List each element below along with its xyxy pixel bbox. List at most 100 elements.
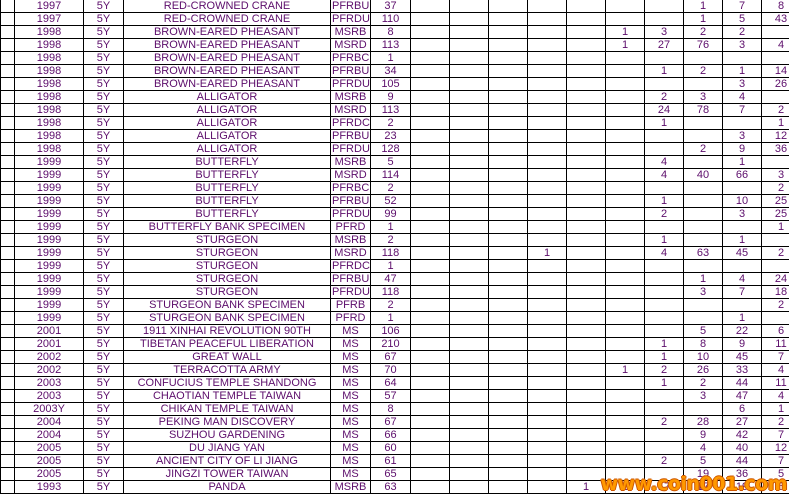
table-cell[interactable]: 118 bbox=[370, 285, 411, 299]
table-cell[interactable] bbox=[449, 103, 489, 117]
table-cell[interactable] bbox=[566, 272, 606, 286]
table-cell[interactable] bbox=[761, 311, 789, 325]
table-cell[interactable] bbox=[644, 220, 684, 234]
table-cell[interactable] bbox=[566, 51, 606, 65]
table-cell[interactable]: 5Y bbox=[83, 311, 124, 325]
table-cell[interactable] bbox=[644, 324, 684, 338]
table-cell[interactable] bbox=[0, 64, 15, 78]
table-cell[interactable] bbox=[488, 441, 528, 455]
table-cell[interactable] bbox=[527, 350, 567, 364]
table-cell[interactable]: 1999 bbox=[14, 298, 84, 312]
table-cell[interactable] bbox=[0, 428, 15, 442]
table-row[interactable]: 19995YBUTTERFLYPFRBU5211025142 bbox=[0, 194, 789, 208]
table-cell[interactable]: 1999 bbox=[14, 233, 84, 247]
table-cell[interactable]: 14 bbox=[761, 64, 789, 78]
table-cell[interactable]: 2 bbox=[683, 142, 723, 156]
table-cell[interactable]: MSRB bbox=[330, 233, 371, 247]
table-cell[interactable]: 67 bbox=[370, 350, 411, 364]
table-cell[interactable] bbox=[566, 259, 606, 273]
table-cell[interactable]: 2 bbox=[722, 25, 762, 39]
table-cell[interactable] bbox=[410, 25, 450, 39]
table-cell[interactable]: 10 bbox=[722, 194, 762, 208]
table-cell[interactable]: 8 bbox=[370, 402, 411, 416]
table-cell[interactable]: 1 bbox=[722, 155, 762, 169]
table-cell[interactable]: DU JIANG YAN bbox=[123, 441, 331, 455]
table-cell[interactable] bbox=[644, 285, 684, 299]
table-cell[interactable] bbox=[644, 51, 684, 65]
table-cell[interactable]: 5Y bbox=[83, 129, 124, 143]
table-cell[interactable] bbox=[683, 220, 723, 234]
table-cell[interactable]: 1 bbox=[761, 402, 789, 416]
table-cell[interactable]: 5Y bbox=[83, 233, 124, 247]
table-cell[interactable]: BUTTERFLY bbox=[123, 155, 331, 169]
table-row[interactable]: 1999 5Y STURGEON MSRB 2 1 1 bbox=[0, 233, 789, 247]
table-cell[interactable] bbox=[410, 0, 450, 13]
table-row[interactable]: 19995YSTURGEONPFRDU11837185436 bbox=[0, 285, 789, 299]
table-cell[interactable] bbox=[683, 402, 723, 416]
table-cell[interactable] bbox=[449, 129, 489, 143]
table-cell[interactable] bbox=[683, 116, 723, 130]
table-cell[interactable]: 19 bbox=[683, 467, 723, 481]
table-cell[interactable] bbox=[566, 233, 606, 247]
table-cell[interactable]: 37 bbox=[370, 0, 411, 13]
table-row[interactable]: 2001 5Y TIBETAN PEACEFUL LIBERATION MS 210 1 8… bbox=[0, 337, 789, 351]
table-cell[interactable] bbox=[410, 233, 450, 247]
table-cell[interactable]: 1999 bbox=[14, 272, 84, 286]
table-cell[interactable]: 5Y bbox=[83, 259, 124, 273]
table-cell[interactable] bbox=[410, 402, 450, 416]
table-cell[interactable] bbox=[449, 207, 489, 221]
table-cell[interactable] bbox=[644, 402, 684, 416]
table-cell[interactable]: ANCIENT CITY OF LI JIANG bbox=[123, 454, 331, 468]
table-cell[interactable]: 5Y bbox=[83, 428, 124, 442]
table-cell[interactable]: MSRD bbox=[330, 103, 371, 117]
table-cell[interactable]: 1 bbox=[370, 311, 411, 325]
table-cell[interactable]: 1 bbox=[644, 64, 684, 78]
table-cell[interactable]: 5Y bbox=[83, 142, 124, 156]
table-cell[interactable] bbox=[566, 90, 606, 104]
table-cell[interactable] bbox=[0, 38, 15, 52]
table-cell[interactable] bbox=[488, 454, 528, 468]
table-cell[interactable] bbox=[605, 389, 645, 403]
table-cell[interactable] bbox=[488, 129, 528, 143]
table-cell[interactable] bbox=[488, 51, 528, 65]
table-cell[interactable] bbox=[527, 298, 567, 312]
table-cell[interactable] bbox=[0, 233, 15, 247]
table-cell[interactable]: 44 bbox=[722, 454, 762, 468]
table-cell[interactable]: PFRDC bbox=[330, 259, 371, 273]
table-cell[interactable] bbox=[644, 272, 684, 286]
table-cell[interactable]: 4 bbox=[683, 441, 723, 455]
table-cell[interactable]: MS bbox=[330, 415, 371, 429]
table-cell[interactable]: 3 bbox=[722, 129, 762, 143]
table-cell[interactable]: 5Y bbox=[83, 454, 124, 468]
table-cell[interactable] bbox=[0, 363, 15, 377]
table-cell[interactable]: STURGEON bbox=[123, 272, 331, 286]
table-cell[interactable]: MS bbox=[330, 428, 371, 442]
table-cell[interactable]: 1911 XINHAI REVOLUTION 90TH bbox=[123, 324, 331, 338]
table-row[interactable]: 1999 5Y BUTTERFLY BANK SPECIMEN PFRD 1 1 bbox=[0, 220, 789, 234]
table-cell[interactable]: 2 bbox=[605, 480, 645, 494]
table-cell[interactable] bbox=[683, 129, 723, 143]
table-cell[interactable]: 5Y bbox=[83, 90, 124, 104]
table-cell[interactable] bbox=[761, 233, 789, 247]
table-cell[interactable]: 7 bbox=[722, 0, 762, 13]
table-cell[interactable]: 114 bbox=[370, 168, 411, 182]
table-cell[interactable] bbox=[566, 454, 606, 468]
table-row[interactable]: 19985YALLIGATORPFRBU2331262 bbox=[0, 129, 789, 143]
table-cell[interactable]: 23 bbox=[370, 129, 411, 143]
table-cell[interactable] bbox=[644, 441, 684, 455]
table-cell[interactable]: 27 bbox=[722, 415, 762, 429]
table-cell[interactable]: 2 bbox=[370, 233, 411, 247]
table-cell[interactable]: 2001 bbox=[14, 324, 84, 338]
table-cell[interactable]: BROWN-EARED PHEASANT bbox=[123, 77, 331, 91]
table-cell[interactable]: SUZHOU GARDENING bbox=[123, 428, 331, 442]
table-cell[interactable]: 44 bbox=[722, 376, 762, 390]
table-cell[interactable]: 36 bbox=[722, 467, 762, 481]
table-cell[interactable] bbox=[566, 103, 606, 117]
table-cell[interactable]: PFRDU bbox=[330, 142, 371, 156]
table-cell[interactable]: BROWN-EARED PHEASANT bbox=[123, 64, 331, 78]
table-cell[interactable]: 6 bbox=[722, 402, 762, 416]
table-cell[interactable] bbox=[410, 207, 450, 221]
